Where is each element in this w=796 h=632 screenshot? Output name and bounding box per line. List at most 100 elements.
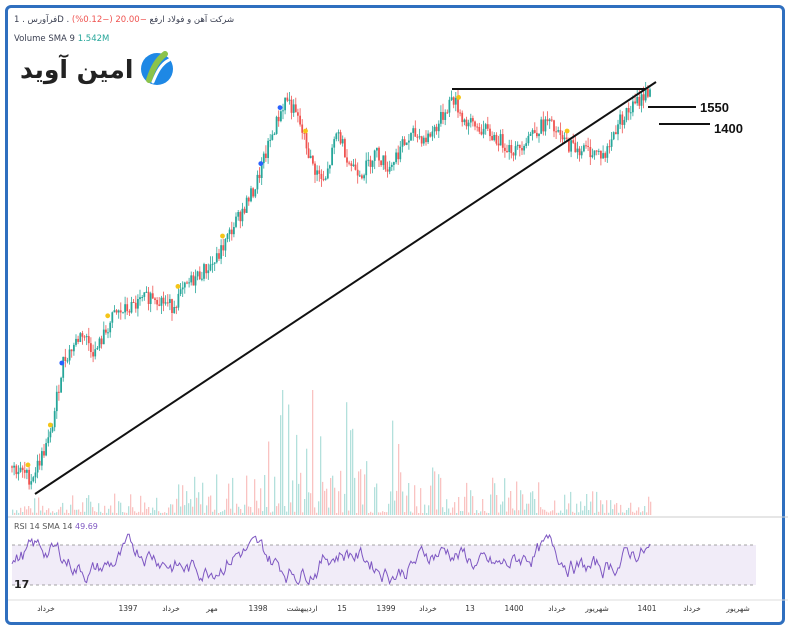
- volume-bar: [252, 512, 254, 515]
- volume-bar: [586, 494, 588, 515]
- candle-body: [307, 148, 310, 159]
- logo-text: امین آوید: [20, 54, 134, 84]
- volume-bar: [254, 479, 256, 515]
- volume-bar: [388, 503, 390, 515]
- volume-bar: [198, 492, 200, 515]
- candle-body: [331, 147, 333, 166]
- candle-body: [160, 297, 163, 306]
- volume-bar: [422, 513, 424, 515]
- candle-body: [224, 239, 227, 251]
- candle-body: [102, 329, 105, 345]
- volume-bar: [40, 510, 42, 515]
- volume-bar: [342, 512, 344, 515]
- candle-body: [175, 307, 178, 308]
- volume-bar: [534, 499, 536, 515]
- volume-bar: [282, 390, 284, 515]
- candle-body: [420, 136, 423, 144]
- volume-bar: [104, 505, 106, 515]
- volume-bar: [480, 511, 482, 515]
- volume-bar: [562, 512, 564, 515]
- candle-body: [215, 253, 218, 263]
- candle-body: [418, 136, 421, 138]
- candle-body: [561, 135, 564, 140]
- volume-bar: [58, 509, 60, 515]
- candle-body: [533, 130, 536, 133]
- signal-marker-yellow: [105, 313, 111, 319]
- volume-bar: [508, 497, 510, 515]
- volume-bar: [548, 512, 550, 515]
- volume-bar: [648, 496, 650, 515]
- candle-body: [134, 302, 137, 309]
- volume-bar: [624, 512, 626, 515]
- volume-bar: [168, 507, 170, 515]
- candle-body: [149, 293, 152, 304]
- volume-bar: [494, 483, 496, 515]
- candle-body: [73, 344, 75, 352]
- volume-bar: [154, 510, 156, 515]
- level-label-1400: 1400: [714, 121, 743, 136]
- volume-bar: [264, 475, 266, 515]
- volume-bar: [14, 512, 16, 515]
- volume-bar: [608, 512, 610, 515]
- volume-bar: [446, 499, 448, 515]
- volume-legend: Volume SMA 9 1.542M: [14, 34, 109, 44]
- volume-bar: [394, 500, 396, 515]
- candle-body: [463, 119, 466, 123]
- volume-bar: [152, 507, 154, 515]
- candle-body: [422, 137, 425, 144]
- candle-body: [629, 112, 632, 114]
- volume-bar: [390, 491, 392, 515]
- candle-body: [262, 153, 265, 164]
- volume-bar: [206, 505, 208, 515]
- candle-body: [486, 124, 489, 129]
- candle-body: [371, 160, 374, 167]
- candle-body: [23, 470, 26, 473]
- candle-body: [497, 143, 500, 146]
- volume-bar: [46, 510, 48, 515]
- volume-bar: [262, 511, 264, 515]
- volume-bar: [472, 496, 474, 515]
- volume-bar: [578, 512, 580, 515]
- volume-bar: [498, 512, 500, 515]
- volume-bar: [538, 482, 540, 515]
- volume-bar: [204, 512, 206, 515]
- volume-bar: [504, 478, 506, 515]
- volume-bar: [222, 511, 224, 515]
- volume-bar: [310, 493, 312, 515]
- volume-bar: [532, 491, 534, 515]
- volume-bar: [100, 511, 102, 515]
- candle-body: [70, 349, 73, 352]
- candle-body: [326, 168, 329, 179]
- candle-body: [373, 150, 376, 161]
- candle-body: [130, 302, 133, 313]
- candle-body: [49, 431, 52, 438]
- candle-body: [484, 124, 487, 129]
- candle-body: [312, 155, 314, 164]
- volume-bar: [444, 512, 446, 515]
- volume-bar: [514, 510, 516, 515]
- volume-bar: [618, 512, 620, 515]
- candle-body: [305, 133, 308, 149]
- volume-bar: [600, 500, 602, 515]
- volume-bar: [124, 512, 126, 515]
- volume-bar: [110, 505, 112, 515]
- volume-bar: [430, 485, 432, 515]
- volume-bar: [328, 507, 330, 515]
- candle-body: [476, 126, 479, 128]
- volume-bar: [274, 476, 276, 515]
- volume-bar: [218, 513, 220, 515]
- volume-bar: [570, 491, 572, 515]
- candle-body: [17, 471, 20, 475]
- volume-bar: [132, 507, 134, 515]
- volume-bar: [418, 513, 420, 515]
- volume-bar: [108, 508, 110, 515]
- candle-body: [316, 170, 318, 175]
- candle-body: [309, 155, 312, 158]
- volume-bar: [72, 495, 74, 515]
- candle-body: [271, 134, 274, 140]
- candle-body: [346, 157, 348, 163]
- candle-body: [469, 118, 472, 123]
- candle-body: [314, 163, 316, 175]
- candle-body: [435, 126, 438, 132]
- candle-body: [504, 147, 506, 151]
